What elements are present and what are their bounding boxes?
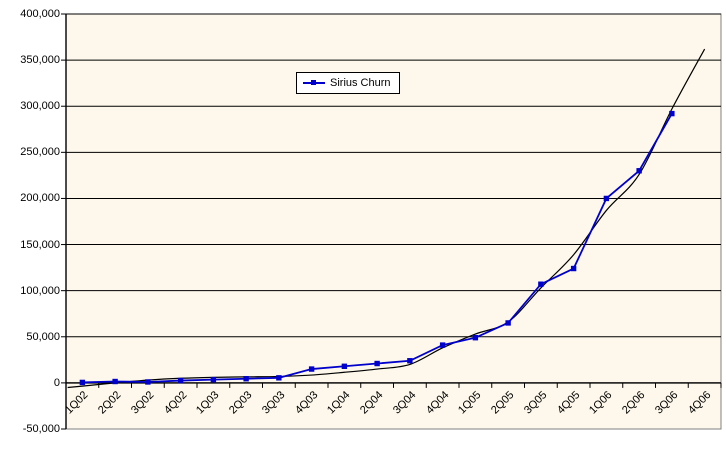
series-marker [636, 168, 642, 174]
series-marker [407, 358, 413, 364]
y-axis-label: 50,000 [26, 330, 60, 343]
series-marker [472, 335, 479, 341]
series-marker [439, 342, 446, 348]
chart-area: 400,000 350,000 300,000 250,000 200,000 150,0… [20, 8, 722, 435]
y-axis-label: 400,000 [20, 8, 60, 20]
legend-series-marker-icon [311, 80, 316, 85]
series-marker [276, 375, 282, 381]
legend-series-line-icon [303, 80, 325, 85]
y-axis-label: 0 [53, 376, 60, 389]
y-axis-label: 100,000 [20, 284, 60, 297]
series-marker [112, 378, 118, 385]
series-marker [538, 281, 544, 287]
y-axis-label: 350,000 [20, 54, 60, 67]
series-marker [505, 320, 511, 326]
series-marker [79, 379, 86, 386]
series-marker [669, 110, 675, 117]
y-axis-label: 150,000 [20, 238, 60, 251]
legend: Sirius Churn [296, 72, 400, 94]
series-marker [308, 366, 315, 372]
legend-series-label: Sirius Churn [330, 77, 391, 89]
series-marker [570, 265, 577, 272]
series-marker [603, 195, 610, 202]
y-axis-label: 250,000 [20, 146, 60, 159]
trendline [67, 48, 706, 389]
y-axis-label: 200,000 [20, 192, 60, 205]
series-marker [243, 376, 249, 382]
series-marker [210, 376, 217, 383]
series-marker [341, 363, 348, 369]
series-marker [145, 379, 151, 385]
line-chart-plot [61, 13, 722, 430]
y-axis-label: -50,000 [22, 423, 60, 435]
y-axis-label: 300,000 [20, 100, 60, 113]
series-marker [177, 377, 184, 384]
series-marker [374, 360, 380, 367]
